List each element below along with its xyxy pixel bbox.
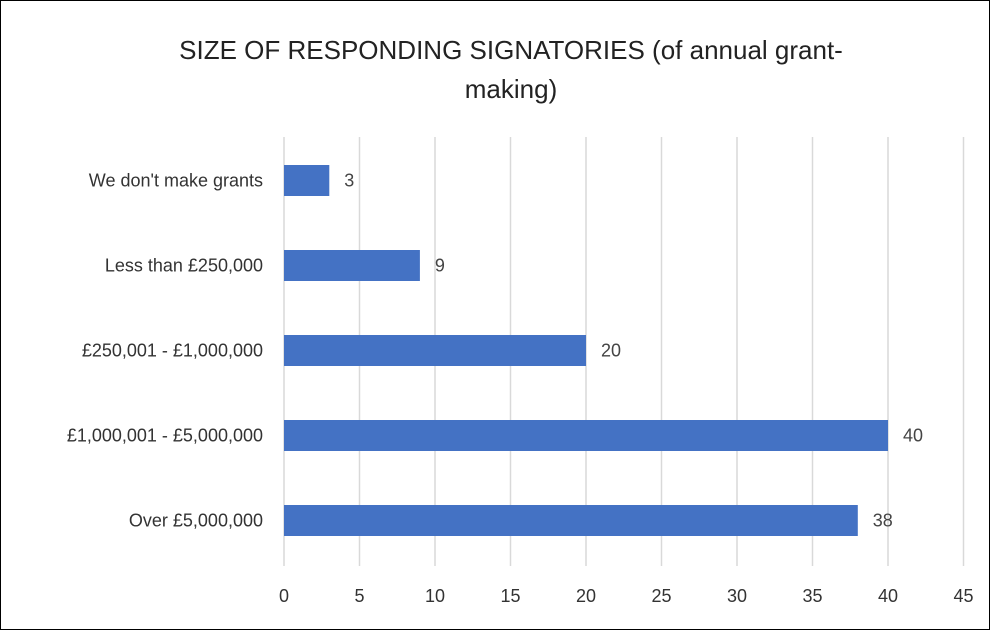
category-label: Over £5,000,000 xyxy=(129,511,263,531)
category-label: £1,000,001 - £5,000,000 xyxy=(67,426,263,446)
bar xyxy=(284,335,586,366)
bar xyxy=(284,505,858,536)
data-label: 20 xyxy=(601,341,621,361)
x-tick-label: 10 xyxy=(425,586,445,606)
x-tick-label: 35 xyxy=(802,586,822,606)
x-tick-label: 0 xyxy=(279,586,289,606)
x-tick-label: 25 xyxy=(651,586,671,606)
data-label: 9 xyxy=(435,256,445,276)
data-label: 40 xyxy=(903,426,923,446)
category-label: We don't make grants xyxy=(89,171,263,191)
x-tick-label: 20 xyxy=(576,586,596,606)
data-label: 38 xyxy=(873,511,893,531)
x-tick-label: 45 xyxy=(953,586,973,606)
x-tick-label: 15 xyxy=(500,586,520,606)
category-label: £250,001 - £1,000,000 xyxy=(82,341,263,361)
category-label: Less than £250,000 xyxy=(105,256,263,276)
chart-title: SIZE OF RESPONDING SIGNATORIES (of annua… xyxy=(179,35,843,104)
x-tick-label: 40 xyxy=(878,586,898,606)
x-tick-label: 30 xyxy=(727,586,747,606)
x-tick-label: 5 xyxy=(354,586,364,606)
bar xyxy=(284,250,420,281)
bar xyxy=(284,420,888,451)
data-label: 3 xyxy=(344,171,354,191)
bar xyxy=(284,165,330,196)
